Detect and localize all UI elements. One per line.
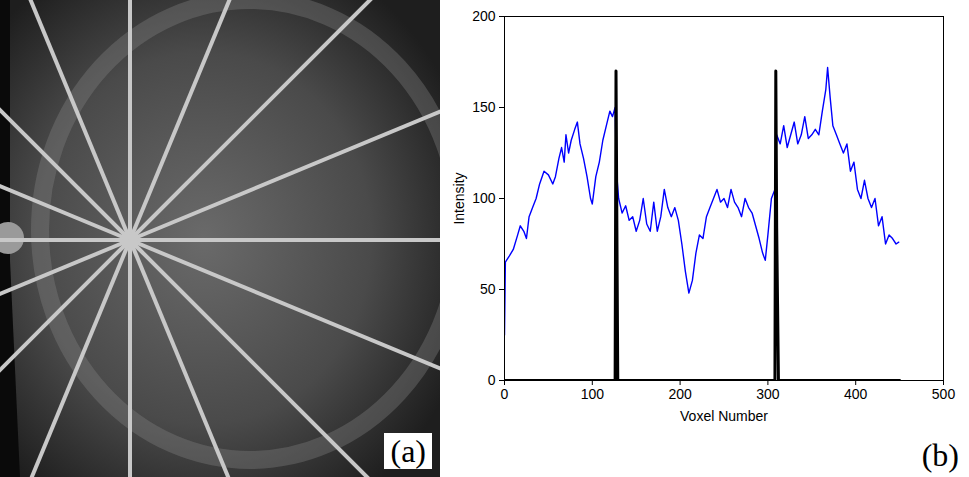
svg-text:0: 0 — [488, 372, 496, 388]
svg-text:100: 100 — [472, 190, 496, 206]
svg-text:500: 500 — [932, 386, 956, 402]
svg-text:300: 300 — [756, 386, 780, 402]
html-text:(b): (b) — [921, 437, 959, 473]
svg-text:100: 100 — [581, 386, 605, 402]
svg-text:200: 200 — [472, 8, 496, 24]
svg-text:150: 150 — [472, 99, 496, 115]
svg-text:Intensity: Intensity — [451, 172, 467, 224]
svg-text:50: 50 — [480, 281, 496, 297]
svg-text:Voxel Number: Voxel Number — [680, 408, 768, 424]
svg-text:400: 400 — [844, 386, 868, 402]
html-text:(a): (a) — [390, 433, 426, 469]
svg-text:200: 200 — [668, 386, 692, 402]
svg-text:0: 0 — [501, 386, 509, 402]
